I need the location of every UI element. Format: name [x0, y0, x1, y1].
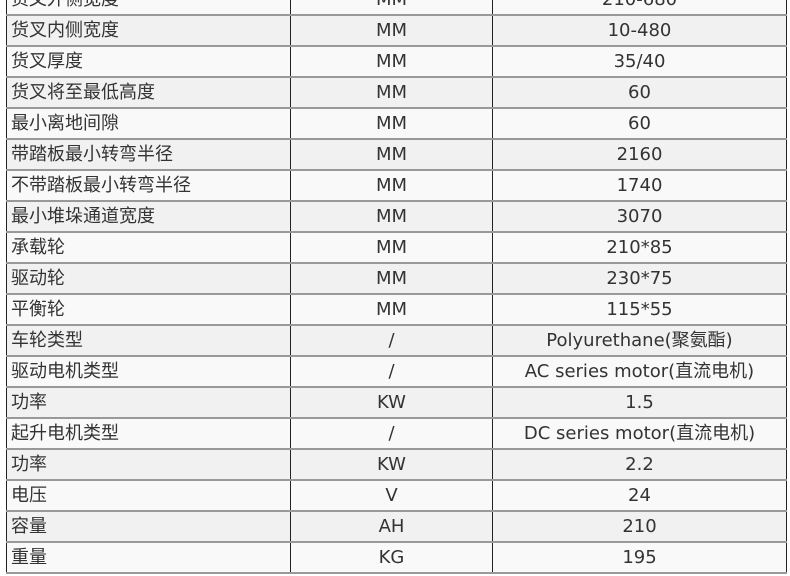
- spec-name: 货叉将至最低高度: [6, 77, 291, 109]
- table-row: 带踏板最小转弯半径 MM 2160: [6, 139, 787, 171]
- spec-unit: MM: [290, 294, 493, 326]
- spec-name: 驱动轮: [6, 263, 291, 295]
- spec-value: 1.5: [492, 387, 787, 419]
- spec-value: AC series motor(直流电机): [492, 356, 787, 388]
- spec-name: 最小离地间隙: [6, 108, 291, 140]
- spec-value: 24: [492, 480, 787, 512]
- spec-unit: /: [290, 356, 493, 388]
- spec-value: 3070: [492, 201, 787, 233]
- spec-value: 35/40: [492, 46, 787, 78]
- spec-value: 210*85: [492, 232, 787, 264]
- spec-unit: MM: [290, 139, 493, 171]
- table-row: 最小离地间隙 MM 60: [6, 108, 787, 140]
- spec-value: Polyurethane(聚氨酯): [492, 325, 787, 357]
- table-row: 货叉厚度 MM 35/40: [6, 46, 787, 78]
- spec-name: 功率: [6, 449, 291, 481]
- spec-value: 195: [492, 542, 787, 574]
- spec-unit: V: [290, 480, 493, 512]
- table-row: 驱动轮 MM 230*75: [6, 263, 787, 295]
- spec-unit: MM: [290, 201, 493, 233]
- spec-unit: MM: [290, 15, 493, 47]
- spec-unit: MM: [290, 77, 493, 109]
- table-row: 承载轮 MM 210*85: [6, 232, 787, 264]
- spec-table: 货叉外侧宽度MM210-680货叉内侧宽度MM10-480货叉厚度MM35/40…: [6, 0, 787, 574]
- table-row: 起升电机类型 / DC series motor(直流电机): [6, 418, 787, 450]
- spec-unit: /: [290, 418, 493, 450]
- spec-name: 货叉内侧宽度: [6, 15, 291, 47]
- spec-unit: AH: [290, 511, 493, 543]
- spec-name: 带踏板最小转弯半径: [6, 139, 291, 171]
- table-row: 电压 V 24: [6, 480, 787, 512]
- spec-value: 60: [492, 108, 787, 140]
- spec-name: 起升电机类型: [6, 418, 291, 450]
- spec-name: 承载轮: [6, 232, 291, 264]
- spec-name: 容量: [6, 511, 291, 543]
- spec-name: 驱动电机类型: [6, 356, 291, 388]
- spec-unit: MM: [290, 0, 493, 16]
- spec-unit: MM: [290, 232, 493, 264]
- table-row: 驱动电机类型 / AC series motor(直流电机): [6, 356, 787, 388]
- spec-unit: KW: [290, 449, 493, 481]
- spec-name: 电压: [6, 480, 291, 512]
- spec-name: 平衡轮: [6, 294, 291, 326]
- table-row: 货叉将至最低高度 MM 60: [6, 77, 787, 109]
- spec-value: 10-480: [492, 15, 787, 47]
- spec-name: 货叉外侧宽度: [6, 0, 291, 16]
- spec-name: 货叉厚度: [6, 46, 291, 78]
- table-row: 容量 AH 210: [6, 511, 787, 543]
- spec-name: 不带踏板最小转弯半径: [6, 170, 291, 202]
- spec-value: 210-680: [492, 0, 787, 16]
- table-row: 车轮类型 / Polyurethane(聚氨酯): [6, 325, 787, 357]
- spec-unit: MM: [290, 46, 493, 78]
- spec-value: 2.2: [492, 449, 787, 481]
- spec-unit: MM: [290, 170, 493, 202]
- spec-value: 2160: [492, 139, 787, 171]
- spec-value: DC series motor(直流电机): [492, 418, 787, 450]
- table-row: 重量 KG 195: [6, 542, 787, 574]
- table-row: 功率 KW 2.2: [6, 449, 787, 481]
- spec-value: 115*55: [492, 294, 787, 326]
- spec-name: 车轮类型: [6, 325, 291, 357]
- table-row: 平衡轮 MM 115*55: [6, 294, 787, 326]
- spec-name: 功率: [6, 387, 291, 419]
- spec-value: 60: [492, 77, 787, 109]
- spec-name: 最小堆垛通道宽度: [6, 201, 291, 233]
- spec-unit: MM: [290, 108, 493, 140]
- table-row: 货叉外侧宽度MM210-680: [6, 0, 787, 16]
- table-row: 功率 KW 1.5: [6, 387, 787, 419]
- table-row: 不带踏板最小转弯半径 MM 1740: [6, 170, 787, 202]
- spec-unit: KW: [290, 387, 493, 419]
- spec-name: 重量: [6, 542, 291, 574]
- spec-unit: MM: [290, 263, 493, 295]
- table-row: 货叉内侧宽度 MM 10-480: [6, 15, 787, 47]
- spec-unit: KG: [290, 542, 493, 574]
- spec-value: 1740: [492, 170, 787, 202]
- table-row: 最小堆垛通道宽度 MM 3070: [6, 201, 787, 233]
- spec-value: 230*75: [492, 263, 787, 295]
- spec-value: 210: [492, 511, 787, 543]
- spec-unit: /: [290, 325, 493, 357]
